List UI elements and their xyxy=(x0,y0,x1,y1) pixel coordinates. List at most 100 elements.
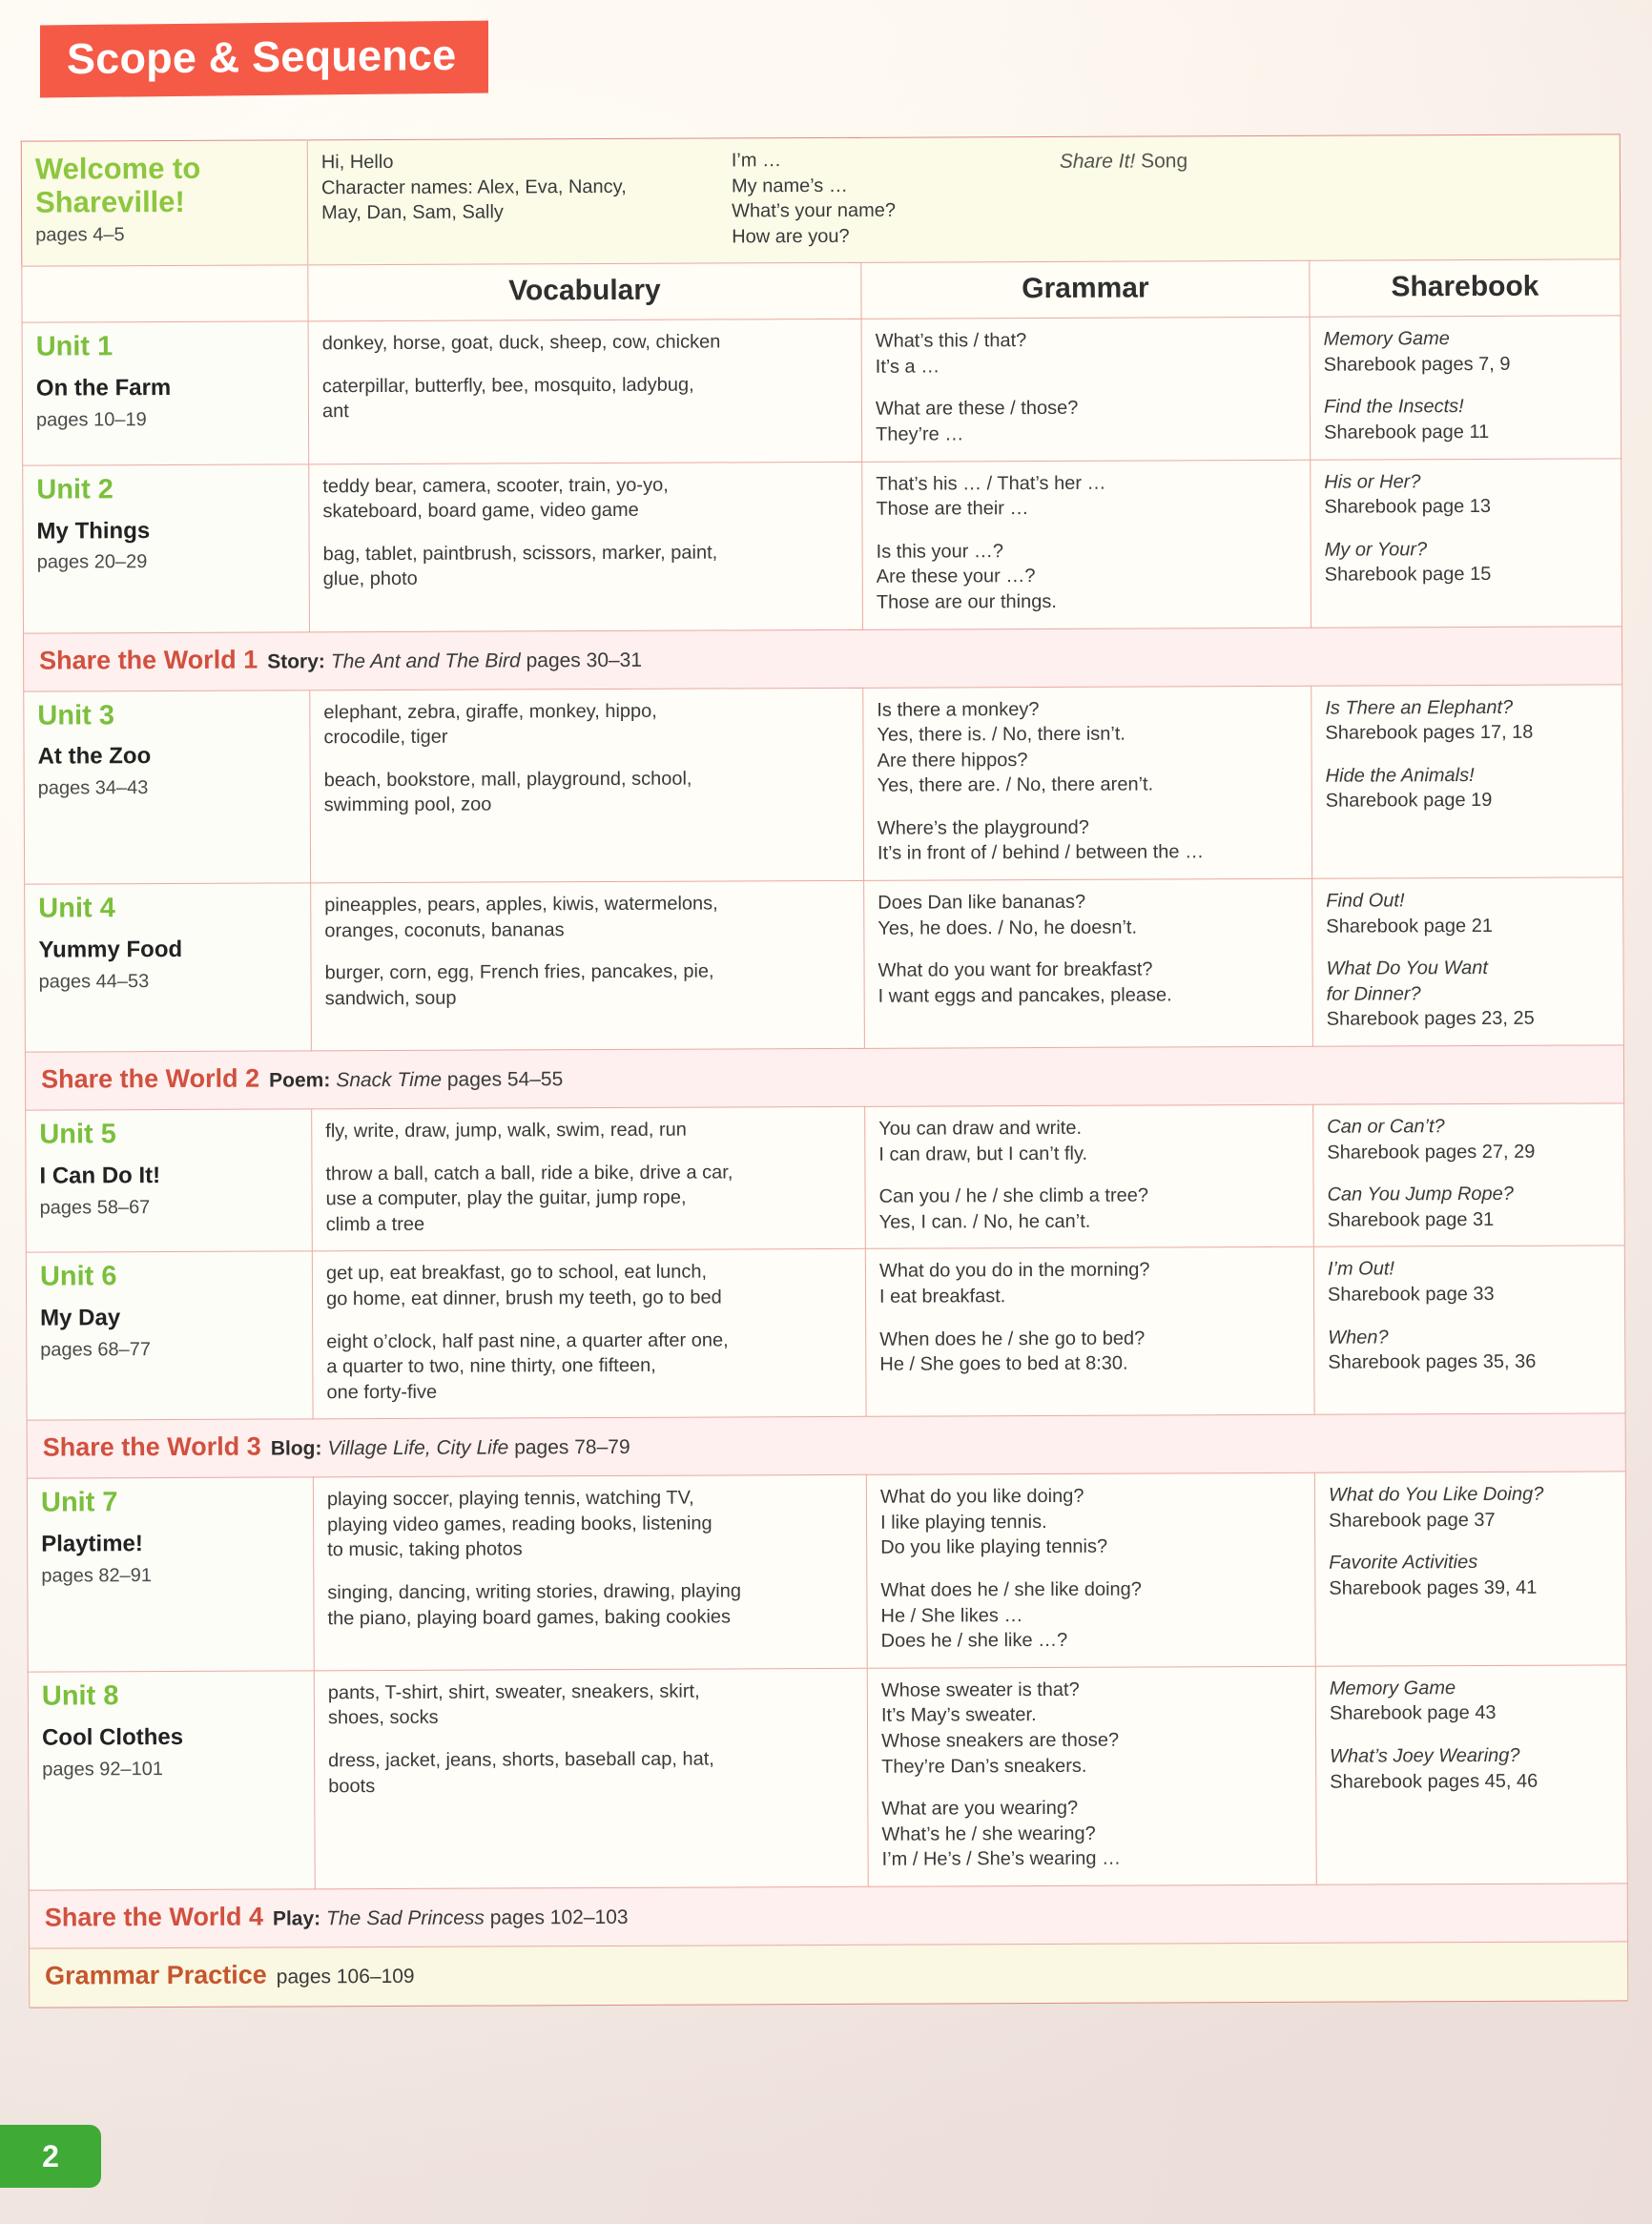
sharebook-title: Find the Insects! xyxy=(1323,396,1464,419)
welcome-pages: pages 4–5 xyxy=(35,224,125,247)
sharebook-pages: Sharebook pages 7, 9 xyxy=(1323,353,1511,376)
sharebook-title: What do You Like Doing? xyxy=(1328,1483,1544,1506)
unit-pages: pages 34–43 xyxy=(37,777,149,799)
sharebook-title: Favorite Activities xyxy=(1329,1552,1478,1575)
unit-vocabulary-cell: playing soccer, playing tennis, watching… xyxy=(313,1474,868,1671)
text-line: Hi, Hello xyxy=(320,151,394,174)
text-block: caterpillar, butterfly, bee, mosquito, l… xyxy=(322,372,848,425)
unit-name: Unit 1 xyxy=(35,331,114,362)
page-title: Scope & Sequence xyxy=(67,30,457,84)
text-block: dress, jacket, jeans, shorts, baseball c… xyxy=(328,1746,854,1800)
share-the-world-title: Village Life, City Life xyxy=(327,1436,509,1460)
unit-row: Unit 8 Cool Clothes pages 92–101 pants, T-s… xyxy=(28,1664,1628,1891)
text-line: Is this your …? xyxy=(876,541,1004,563)
unit-title: My Day xyxy=(40,1305,121,1331)
text-block: playing soccer, playing tennis, watching… xyxy=(327,1485,853,1563)
sharebook-pages: Sharebook page 19 xyxy=(1325,790,1493,812)
share-the-world-kind: Story: xyxy=(267,649,325,673)
text-block: Is this your …? Are these your …? Those ar… xyxy=(877,538,1297,616)
text-line: Character names: Alex, Eva, Nancy, xyxy=(320,175,627,198)
grammar-practice-row: Grammar Practice pages 106–109 xyxy=(29,1941,1628,2008)
text-line: I want eggs and pancakes, please. xyxy=(878,984,1172,1007)
text-line: shoes, socks xyxy=(327,1707,439,1729)
text-line: Are these your …? xyxy=(876,566,1036,588)
text-block: What are these / those? They’re … xyxy=(876,395,1296,447)
text-line: What are these / those? xyxy=(875,398,1079,421)
unit-name: Unit 3 xyxy=(37,699,114,731)
text-line: Yes, he does. / No, he doesn’t. xyxy=(878,916,1138,939)
text-block: donkey, horse, goat, duck, sheep, cow, c… xyxy=(322,329,848,357)
share-the-world-label: Share the World 1 xyxy=(39,645,258,675)
text-line: Where’s the playground? xyxy=(877,816,1089,839)
text-block: Is there a monkey? Yes, there is. / No, t… xyxy=(877,695,1297,798)
text-line: caterpillar, butterfly, bee, mosquito, l… xyxy=(321,374,694,398)
text-line: Are there hippos? xyxy=(877,749,1028,772)
unit-grammar-cell: That’s his … / That’s her … Those are the… xyxy=(861,459,1311,629)
text-block: get up, eat breakfast, go to school, eat… xyxy=(326,1259,852,1312)
sharebook-title: Is There an Elephant? xyxy=(1325,696,1514,719)
text-line: What are you wearing? xyxy=(881,1797,1079,1820)
share-the-world-cell: Share the World 2 Poem: Snack Time pages 5… xyxy=(25,1044,1624,1111)
unit-vocabulary-cell: elephant, zebra, giraffe, monkey, hippo,… xyxy=(309,687,864,883)
unit-sharebook-cell: Memory Game Sharebook pages 7, 9 Find the … xyxy=(1310,316,1621,460)
unit-info-cell: Unit 2 My Things pages 20–29 xyxy=(22,463,310,633)
sharebook-entry: Can You Jump Rope? Sharebook page 31 xyxy=(1328,1182,1611,1233)
text-line: crocodile, tiger xyxy=(323,726,448,749)
sharebook-entry: Find Out! Sharebook page 21 xyxy=(1326,887,1609,938)
page-number-tab: 2 xyxy=(0,2125,101,2188)
unit-row: Unit 3 At the Zoo pages 34–43 elephant, zeb… xyxy=(23,684,1623,885)
text-line: When does he / she go to bed? xyxy=(879,1328,1146,1350)
unit-info-cell: Unit 4 Yummy Food pages 44–53 xyxy=(24,882,312,1053)
column-header-blank xyxy=(21,265,309,323)
text-line: What’s your name? xyxy=(732,199,897,222)
text-block: Where’s the playground? It’s in front of … xyxy=(878,814,1298,867)
share-the-world-kind: Poem: xyxy=(269,1069,331,1092)
text-block: What do you do in the morning? I eat brea… xyxy=(879,1257,1300,1309)
unit-info-cell: Unit 8 Cool Clothes pages 92–101 xyxy=(28,1670,316,1891)
text-block: pineapples, pears, apples, kiwis, waterm… xyxy=(324,891,850,944)
sharebook-pages: Sharebook pages 39, 41 xyxy=(1329,1576,1538,1599)
unit-sharebook-cell: Find Out! Sharebook page 21 What Do You Wa… xyxy=(1311,876,1624,1047)
unit-row: Unit 5 I Can Do It! pages 58–67 fly, write,… xyxy=(25,1102,1625,1253)
text-line: the piano, playing board games, baking c… xyxy=(327,1606,732,1629)
text-line: get up, eat breakfast, go to school, eat… xyxy=(325,1261,708,1285)
sharebook-entry: Favorite Activities Sharebook pages 39, 4… xyxy=(1329,1550,1612,1601)
unit-pages: pages 92–101 xyxy=(42,1758,164,1781)
unit-vocabulary-cell: get up, eat breakfast, go to school, eat… xyxy=(312,1248,867,1420)
unit-name: Unit 5 xyxy=(39,1119,116,1150)
unit-vocabulary-cell: teddy bear, camera, scooter, train, yo-y… xyxy=(308,461,863,632)
share-the-world-row: Share the World 3 Blog: Village Life, City… xyxy=(27,1413,1626,1479)
sharebook-title: for Dinner? xyxy=(1326,983,1421,1005)
text-block: What do you like doing? I like playing te… xyxy=(880,1483,1301,1561)
unit-name: Unit 8 xyxy=(41,1679,119,1712)
text-line: singing, dancing, writing stories, drawi… xyxy=(327,1580,742,1604)
text-line: My name’s … xyxy=(731,175,848,197)
text-block: When does he / she go to bed? He / She go… xyxy=(879,1325,1300,1377)
text-block: eight o’clock, half past nine, a quarter… xyxy=(326,1327,852,1405)
text-line: beach, bookstore, mall, playground, scho… xyxy=(323,768,692,791)
text-line: eight o’clock, half past nine, a quarter… xyxy=(326,1328,729,1352)
sharebook-entry: When? Sharebook pages 35, 36 xyxy=(1328,1324,1611,1375)
unit-pages: pages 68–77 xyxy=(40,1339,151,1361)
column-header-row: Vocabulary Grammar Sharebook xyxy=(21,259,1621,323)
sharebook-entry: Can or Can’t? Sharebook pages 27, 29 xyxy=(1327,1113,1610,1164)
text-line: Yes, there are. / No, there aren’t. xyxy=(877,773,1154,797)
unit-title: Yummy Food xyxy=(38,936,183,963)
unit-row: Unit 2 My Things pages 20–29 teddy bear, ca… xyxy=(22,458,1622,633)
share-the-world-pages: pages 102–103 xyxy=(489,1905,629,1929)
text-line: May, Dan, Sam, Sally xyxy=(321,201,504,224)
share-the-world-pages: pages 30–31 xyxy=(526,649,643,671)
unit-row: Unit 7 Playtime! pages 82–91 playing soccer… xyxy=(27,1472,1627,1672)
text-line: Is there a monkey? xyxy=(877,698,1040,721)
unit-info-cell: Unit 3 At the Zoo pages 34–43 xyxy=(23,690,311,885)
unit-title: My Things xyxy=(36,517,151,545)
unit-info-cell: Unit 6 My Day pages 68–77 xyxy=(26,1251,314,1421)
sharebook-pages: Sharebook page 31 xyxy=(1327,1208,1495,1231)
sharebook-pages: Sharebook pages 23, 25 xyxy=(1326,1008,1535,1031)
welcome-unit-cell: Welcome to Shareville! pages 4–5 xyxy=(21,139,308,267)
sharebook-title: Memory Game xyxy=(1329,1677,1456,1699)
unit-pages: pages 20–29 xyxy=(36,551,148,574)
text-line: They’re … xyxy=(876,423,964,445)
share-the-world-cell: Share the World 1 Story: The Ant and The B… xyxy=(23,626,1622,691)
text-line: burger, corn, egg, French fries, pancake… xyxy=(324,960,714,984)
